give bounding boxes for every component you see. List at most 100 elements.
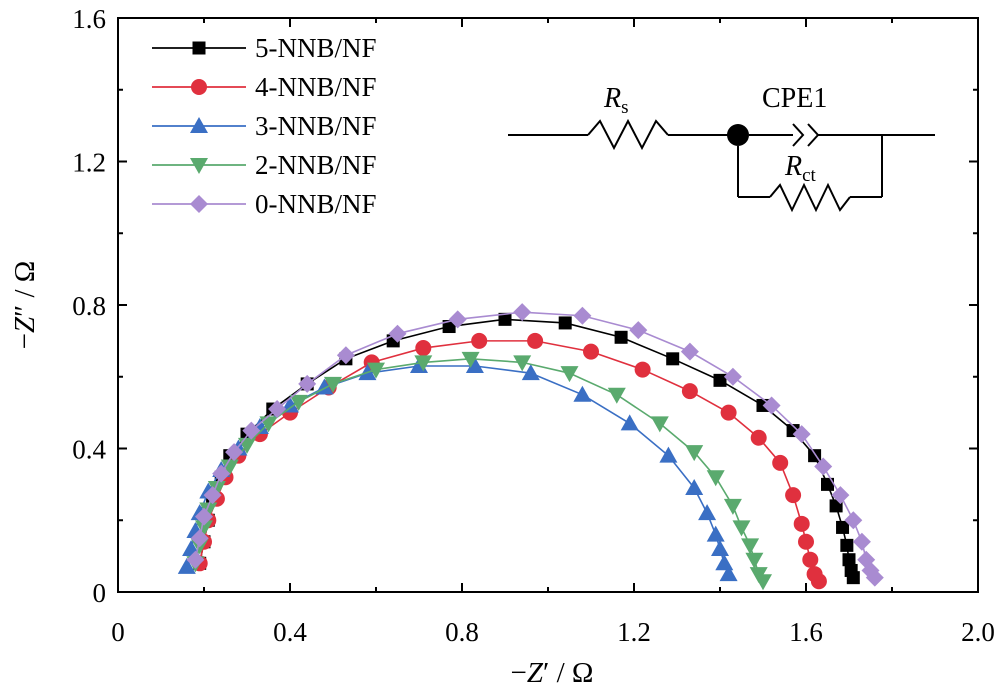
x-tick-label: 0.4 [273, 617, 307, 647]
data-point [388, 324, 407, 343]
data-point [203, 486, 222, 505]
data-point [190, 529, 209, 548]
x-tick-label: 0.8 [445, 617, 479, 647]
rct-label-sub: ct [802, 165, 816, 186]
data-point [513, 303, 532, 322]
y-axis-title-unit: ″ / Ω [9, 261, 41, 317]
x-axis-title: −Z′ / Ω [511, 657, 594, 688]
data-point [685, 445, 704, 462]
series-line [186, 365, 730, 575]
data-point [177, 557, 196, 574]
data-point [842, 553, 856, 567]
resistor-rs [587, 118, 669, 151]
data-point [821, 477, 834, 491]
legend-label: 3-NNB/NF [255, 111, 377, 141]
data-point [840, 538, 854, 552]
data-point [298, 374, 317, 393]
legend-entry: 4-NNB/NF [152, 72, 377, 102]
x-axis-title-var: Z [527, 657, 544, 688]
legend-marker [190, 158, 208, 174]
y-axis-title-minus: − [9, 333, 41, 349]
y-tick-label: 0 [93, 578, 107, 608]
data-point [461, 351, 480, 368]
data-point [836, 520, 850, 534]
x-tick-label: 1.6 [789, 617, 823, 647]
plot-frame [117, 17, 979, 593]
data-point [560, 366, 579, 383]
legend-marker [192, 41, 206, 55]
data-point [558, 316, 572, 330]
data-point [810, 573, 827, 590]
data-point [831, 486, 850, 505]
data-point [225, 443, 244, 462]
data-point [186, 550, 205, 569]
data-point [614, 330, 628, 344]
data-point [289, 394, 308, 411]
data-point [711, 539, 729, 556]
series-0 [193, 312, 860, 585]
data-point [846, 571, 860, 585]
axes: 0 0.4 0.8 1.2 1.6 2.000.40.81.21.6−Z′ / Ω−Z″ … [9, 4, 995, 688]
data-point [666, 352, 680, 366]
y-tick-label: 1.6 [72, 4, 106, 34]
data-point [629, 321, 648, 340]
data-point [324, 376, 342, 393]
y-tick-label: 0.8 [72, 291, 106, 321]
x-axis-title-unit: ′ / Ω [543, 657, 593, 688]
data-point [448, 310, 467, 329]
data-point [681, 383, 698, 400]
data-point [471, 332, 488, 349]
cpe-symbol-left [792, 123, 805, 147]
rs-label: Rs [603, 83, 629, 118]
y-tick-label: 1.2 [72, 148, 106, 178]
cpe-label: CPE1 [762, 83, 827, 114]
data-point [607, 387, 626, 404]
data-point [650, 416, 669, 433]
series-2 [177, 356, 738, 582]
legend-entry: 5-NNB/NF [152, 33, 377, 63]
legend-entry: 2-NNB/NF [152, 150, 377, 180]
data-point [706, 525, 725, 542]
data-point [367, 362, 385, 379]
legend-label: 5-NNB/NF [255, 33, 377, 63]
legend-label: 4-NNB/NF [255, 72, 377, 102]
series-4 [186, 303, 884, 587]
x-tick-label: 0 [111, 617, 125, 647]
x-tick-label: 1.2 [617, 617, 651, 647]
data-point [772, 454, 789, 471]
data-point [465, 356, 484, 373]
series-line [194, 358, 764, 582]
data-point [865, 568, 884, 587]
equivalent-circuit: Rs CPE1 Rct [508, 83, 935, 213]
data-point [732, 520, 751, 537]
data-point [199, 502, 218, 519]
data-point [792, 425, 811, 444]
data-point [414, 355, 433, 372]
data-point [336, 346, 355, 365]
rs-label-main: R [603, 83, 621, 114]
data-point [852, 532, 871, 551]
legend: 5-NNB/NF 4-NNB/NF 3-NNB/NF 2-NNB/NF 0-NNB/NF [152, 33, 377, 219]
data-point [754, 574, 772, 591]
data-point [723, 367, 742, 386]
resistor-rct [769, 182, 851, 213]
cpe-symbol-right [807, 123, 820, 147]
data-point [793, 515, 810, 532]
data-point [242, 421, 261, 440]
data-point [713, 373, 727, 387]
rs-label-sub: s [621, 97, 628, 118]
data-point [195, 507, 213, 526]
data-point [741, 538, 760, 555]
data-point [745, 552, 764, 569]
data-point [207, 480, 226, 497]
rct-label-main: R [784, 151, 802, 182]
data-point [719, 565, 738, 582]
data-point [723, 498, 742, 515]
data-point [195, 520, 213, 537]
data-point [415, 340, 432, 357]
data-point [498, 312, 512, 326]
data-point [814, 457, 833, 476]
data-point [442, 320, 456, 334]
data-point [685, 478, 704, 495]
